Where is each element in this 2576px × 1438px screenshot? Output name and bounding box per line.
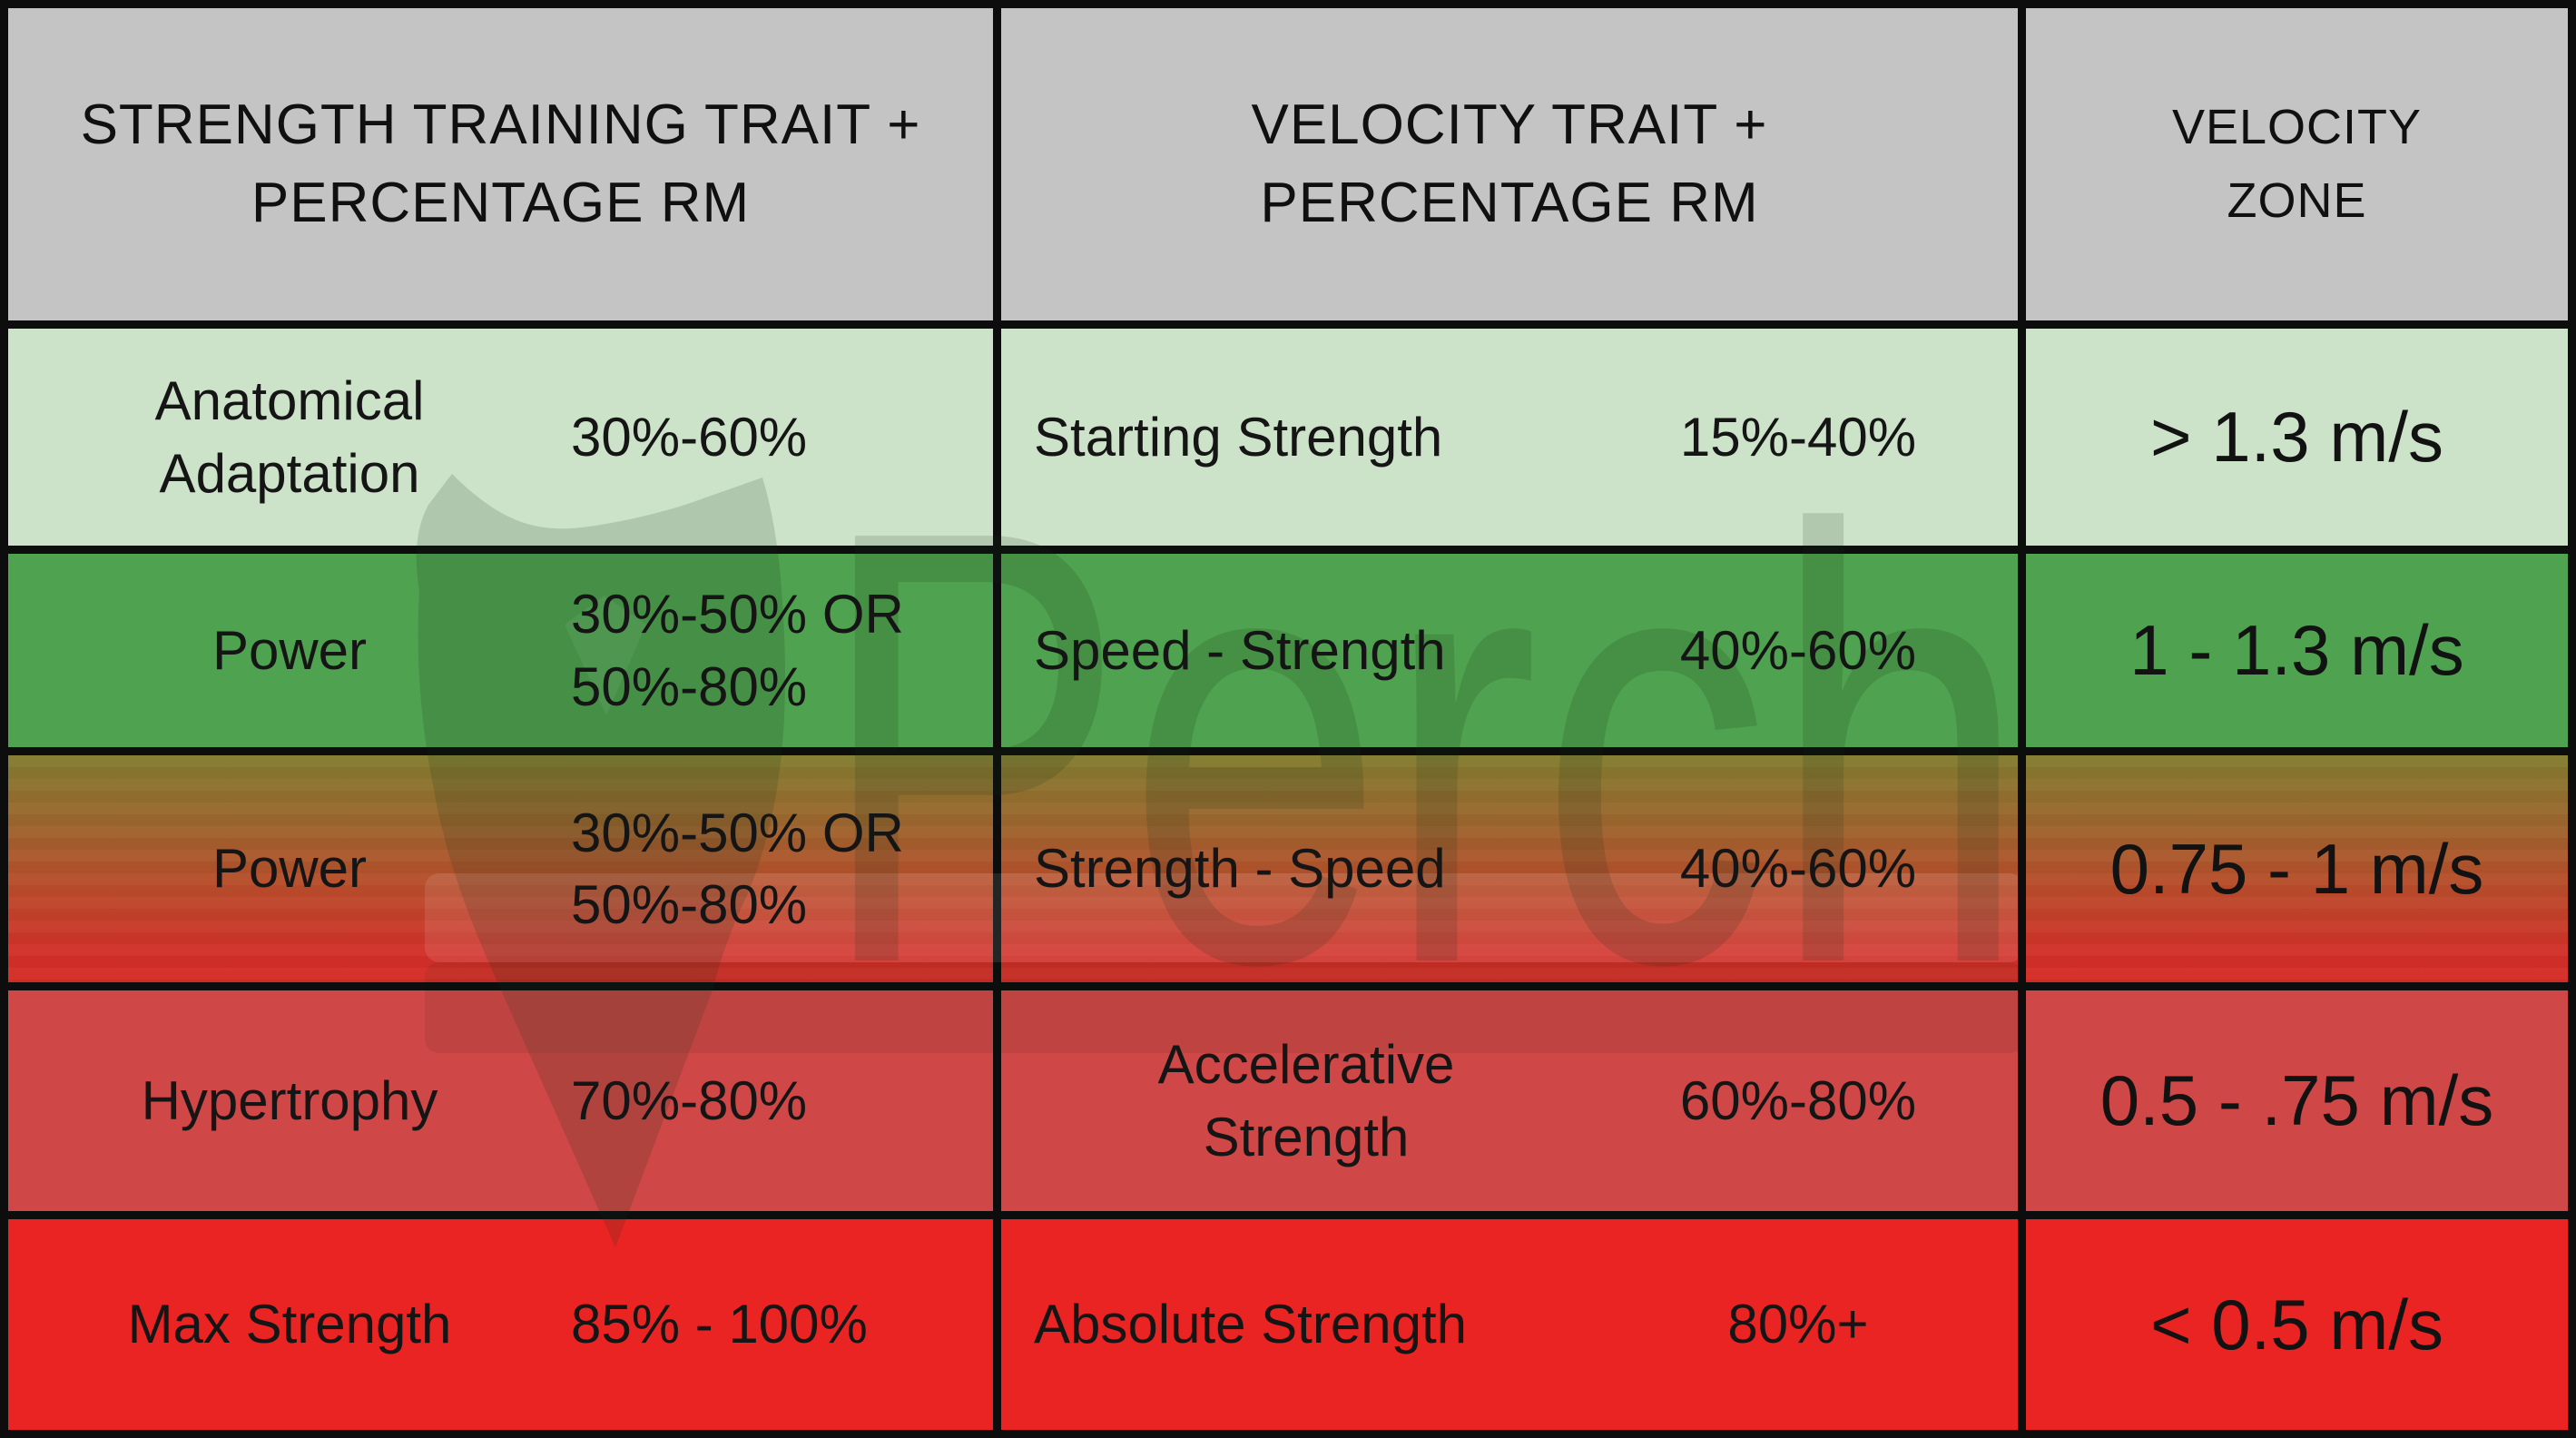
table-row: Power 30%-50% OR 50%-80% Strength - Spee…: [8, 747, 2568, 982]
velocity-percentage: 80%+: [1727, 1294, 1869, 1355]
velocity-trait-cell: Speed - Strength 40%-60%: [993, 554, 2018, 747]
strength-percentage: 85% - 100%: [571, 1294, 868, 1355]
header-line: VELOCITY: [2171, 100, 2423, 154]
velocity-percentage: 60%-80%: [1679, 1069, 1917, 1131]
strength-trait: Anatomical Adaptation: [154, 370, 425, 504]
strength-trait: Power: [211, 838, 368, 900]
velocity-percentage: 40%-60%: [1679, 838, 1917, 900]
strength-percentage: 70%-80%: [571, 1069, 808, 1131]
strength-trait: Power: [211, 619, 368, 681]
strength-percentage: 30%-50% OR 50%-80%: [571, 802, 904, 935]
strength-trait-cell: Max Strength 85% - 100%: [8, 1219, 993, 1430]
velocity-zone-value: 1 - 1.3 m/s: [2018, 554, 2568, 747]
velocity-trait: Accelerative Strength: [1157, 1034, 1455, 1167]
velocity-trait: Speed - Strength: [1034, 619, 1446, 681]
strength-trait-cell: Anatomical Adaptation 30%-60%: [8, 329, 993, 546]
strength-trait-cell: Power 30%-50% OR 50%-80%: [8, 755, 993, 982]
velocity-zone-value: > 1.3 m/s: [2018, 329, 2568, 546]
header-line: ZONE: [2227, 173, 2367, 228]
header-velocity-trait: VELOCITY TRAIT + PERCENTAGE RM: [993, 8, 2018, 320]
table-row: Power 30%-50% OR 50%-80% Speed - Strengt…: [8, 546, 2568, 747]
table-header-row: STRENGTH TRAINING TRAIT + PERCENTAGE RM …: [8, 8, 2568, 320]
velocity-trait-cell: Strength - Speed 40%-60%: [993, 755, 2018, 982]
velocity-zone-value: 0.5 - .75 m/s: [2018, 990, 2568, 1211]
strength-percentage: 30%-60%: [571, 406, 808, 468]
velocity-trait-cell: Accelerative Strength 60%-80%: [993, 990, 2018, 1211]
strength-percentage: 30%-50% OR 50%-80%: [571, 584, 904, 717]
velocity-trait-cell: Starting Strength 15%-40%: [993, 329, 2018, 546]
table-row: Anatomical Adaptation 30%-60% Starting S…: [8, 320, 2568, 546]
header-velocity-zone: VELOCITY ZONE: [2018, 8, 2568, 320]
header-line: PERCENTAGE RM: [251, 172, 751, 234]
header-line: VELOCITY TRAIT +: [1251, 94, 1768, 157]
header-line: STRENGTH TRAINING TRAIT +: [80, 94, 921, 157]
velocity-trait: Starting Strength: [1034, 406, 1443, 468]
velocity-percentage: 15%-40%: [1679, 406, 1917, 468]
velocity-trait: Strength - Speed: [1034, 838, 1446, 900]
strength-trait: Max Strength: [127, 1294, 452, 1355]
table-row: Hypertrophy 70%-80% Accelerative Strengt…: [8, 982, 2568, 1211]
table-row: Max Strength 85% - 100% Absolute Strengt…: [8, 1211, 2568, 1430]
velocity-trait-cell: Absolute Strength 80%+: [993, 1219, 2018, 1430]
strength-trait-cell: Hypertrophy 70%-80%: [8, 990, 993, 1211]
strength-trait-cell: Power 30%-50% OR 50%-80%: [8, 554, 993, 747]
velocity-percentage: 40%-60%: [1679, 619, 1917, 681]
header-line: PERCENTAGE RM: [1260, 172, 1759, 234]
strength-trait: Hypertrophy: [141, 1069, 438, 1131]
velocity-zone-value: < 0.5 m/s: [2018, 1219, 2568, 1430]
velocity-trait: Absolute Strength: [1034, 1294, 1467, 1355]
velocity-zone-value: 0.75 - 1 m/s: [2018, 755, 2568, 982]
header-strength-trait: STRENGTH TRAINING TRAIT + PERCENTAGE RM: [8, 8, 993, 320]
